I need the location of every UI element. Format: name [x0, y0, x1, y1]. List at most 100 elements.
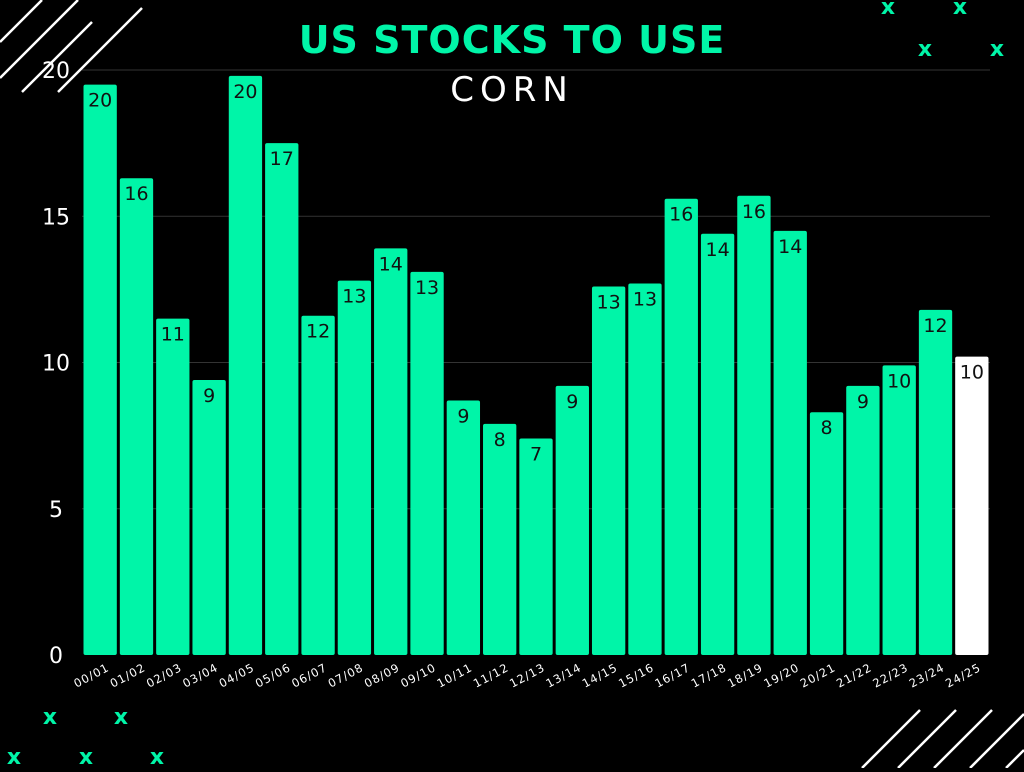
x-tick-label: 05/06	[253, 660, 293, 690]
bar	[83, 84, 117, 655]
y-tick-label: 5	[49, 498, 63, 523]
x-tick-label: 11/12	[471, 660, 511, 690]
x-tick-label: 06/07	[289, 660, 329, 690]
data-label: 13	[597, 291, 621, 313]
x-tick-label: 02/03	[144, 660, 184, 690]
data-labels: 20 16 11 9 20 17 12 13 14 13 9 8 7 9 13 13 16 14 16 14 8 9 10 1…	[88, 81, 984, 466]
bar	[483, 423, 517, 655]
data-label: 12	[306, 321, 330, 343]
data-label: 16	[669, 204, 693, 226]
data-label: 13	[633, 289, 657, 311]
x-tick-label: 19/20	[761, 660, 801, 690]
x-tick-label: 04/05	[217, 660, 257, 690]
y-tick-label: 15	[42, 205, 70, 230]
bar	[337, 280, 372, 655]
x-tick-label: 12/13	[507, 660, 547, 690]
y-tick-label: 20	[42, 59, 70, 84]
data-label: 14	[379, 253, 403, 275]
bar	[700, 233, 735, 656]
data-label: 13	[342, 286, 366, 308]
bar	[737, 195, 771, 655]
data-label: 9	[857, 391, 869, 413]
x-tick-label: 14/15	[580, 660, 620, 690]
x-tick-label: 23/24	[907, 660, 947, 690]
bar	[119, 178, 154, 655]
data-label: 9	[457, 406, 469, 428]
x-tick-label: 09/10	[398, 660, 438, 690]
x-mark-decoration: x	[918, 37, 932, 62]
bar	[555, 385, 589, 655]
stripe-top-left	[21, 21, 93, 93]
bar	[410, 271, 444, 655]
bar	[228, 75, 263, 656]
x-tick-label: 24/25	[943, 660, 983, 690]
x-tick-label: 17/18	[689, 660, 729, 690]
bar	[664, 198, 698, 655]
bar	[519, 438, 553, 655]
x-mark-decoration: x	[953, 0, 967, 20]
x-tick-label: 16/17	[652, 660, 692, 690]
data-label: 9	[566, 391, 578, 413]
y-axis: 0 5 10 15 20	[42, 59, 70, 669]
chart-subtitle: CORN	[450, 70, 574, 110]
bar	[192, 380, 226, 655]
bars	[83, 75, 989, 656]
x-tick-label: 08/09	[362, 660, 402, 690]
x-tick-label: 10/11	[435, 660, 475, 690]
bar	[301, 315, 335, 655]
data-label: 8	[821, 417, 833, 439]
bar	[809, 412, 844, 655]
data-label: 14	[778, 236, 802, 258]
x-tick-label: 15/16	[616, 660, 656, 690]
data-label: 20	[88, 90, 112, 112]
x-tick-label: 20/21	[798, 660, 838, 690]
data-label: 16	[742, 201, 766, 223]
data-label: 10	[887, 370, 911, 392]
data-label: 16	[124, 183, 148, 205]
data-label: 14	[706, 239, 730, 261]
data-label: 10	[960, 362, 984, 384]
x-axis: 00/0101/0202/0303/0404/0505/0606/0707/08…	[71, 660, 983, 690]
bar	[846, 385, 880, 655]
bar	[446, 400, 481, 655]
stripe-top-left	[0, 0, 79, 79]
data-label: 12	[923, 315, 947, 337]
x-tick-label: 21/22	[834, 660, 874, 690]
x-tick-label: 07/08	[326, 660, 366, 690]
y-tick-label: 0	[49, 644, 63, 669]
stripe-bottom-right	[1005, 749, 1024, 769]
data-label: 13	[415, 277, 439, 299]
stripe-bottom-right	[969, 713, 1024, 769]
stripe-top-left	[57, 7, 143, 93]
x-tick-label: 03/04	[180, 660, 220, 690]
bar	[156, 318, 190, 655]
stripe-bottom-right	[933, 709, 993, 769]
x-tick-label: 18/19	[725, 660, 765, 690]
data-label: 7	[530, 444, 542, 466]
x-mark-decoration: x	[150, 745, 164, 768]
bar	[918, 309, 953, 655]
data-label: 20	[233, 81, 257, 103]
bar	[591, 286, 626, 655]
x-mark-decoration: x	[79, 745, 93, 768]
data-label: 17	[270, 148, 294, 170]
stripe-bottom-right	[897, 709, 957, 769]
stripe-bottom-right	[861, 709, 921, 769]
x-tick-label: 22/23	[870, 660, 910, 690]
x-mark-decoration: x	[114, 705, 128, 730]
y-tick-label: 10	[42, 352, 70, 377]
stripe-top-left	[0, 0, 43, 43]
x-tick-label: 00/01	[71, 660, 111, 690]
data-label: 9	[203, 385, 215, 407]
bar	[955, 356, 989, 655]
data-label: 11	[161, 324, 185, 346]
x-mark-decoration: x	[881, 0, 895, 20]
x-tick-label: 13/14	[543, 660, 583, 690]
chart-title: US STOCKS TO USE	[298, 18, 726, 62]
x-mark-decoration: x	[43, 705, 57, 730]
bar	[628, 283, 662, 655]
x-mark-decoration: x	[990, 37, 1004, 62]
